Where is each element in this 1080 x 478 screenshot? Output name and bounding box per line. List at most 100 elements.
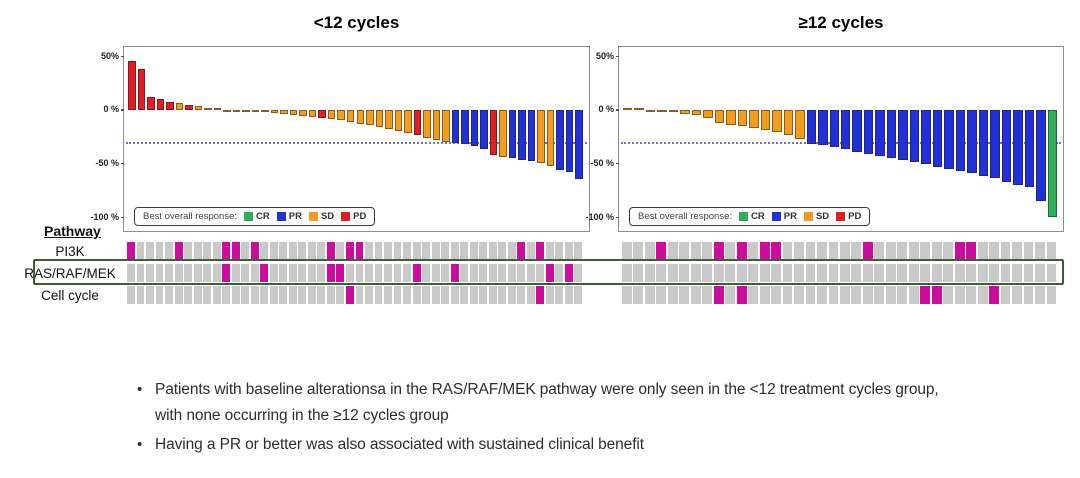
bar-sd [432, 109, 441, 140]
matrix-cell-unaltered [384, 264, 392, 282]
matrix-cell-unaltered [231, 264, 240, 282]
matrix-cell-unaltered [288, 286, 297, 304]
matrix-cell-unaltered [203, 264, 212, 282]
matrix-cell-unaltered [279, 264, 288, 282]
matrix-cell-unaltered [817, 286, 827, 304]
y-tick-label: 0 % [103, 104, 119, 115]
bar-pd [413, 109, 422, 136]
matrix-cell-unaltered [517, 286, 526, 304]
legend-item-label: PR [783, 211, 797, 222]
matrix-cell-unaltered [748, 242, 759, 260]
y-tick-mark [616, 162, 619, 165]
matrix-cell-unaltered [679, 264, 690, 282]
y-tick-label: -100 % [90, 211, 119, 222]
bar-pr [967, 109, 977, 174]
matrix-cell-unaltered [656, 286, 667, 304]
matrix-cell-unaltered [1023, 264, 1034, 282]
row-label-cell-cycle: Cell cycle [41, 288, 99, 303]
matrix-cell-unaltered [460, 242, 469, 260]
matrix-cell-unaltered [307, 264, 316, 282]
row-label-ras-raf-mek: RAS/RAF/MEK [24, 266, 116, 281]
matrix-cell-altered [412, 264, 421, 282]
matrix-cell-unaltered [782, 242, 793, 260]
matrix-cell-unaltered [1035, 264, 1045, 282]
matrix-cell-unaltered [954, 264, 965, 282]
matrix-cell-unaltered [656, 264, 667, 282]
legend-item-pd: PD [836, 211, 861, 222]
matrix-cell-unaltered [564, 242, 573, 260]
legend-title: Best overall response: [143, 211, 237, 222]
bar-pr [932, 109, 943, 167]
matrix-cell-unaltered [393, 286, 402, 304]
matrix-cell-unaltered [374, 242, 383, 260]
matrix-cell-unaltered [828, 242, 839, 260]
matrix-cell-unaltered [212, 242, 221, 260]
matrix-cell-unaltered [155, 242, 164, 260]
matrix-cell-unaltered [1012, 264, 1022, 282]
matrix-cell-unaltered [441, 264, 450, 282]
y-tick-mark [121, 109, 124, 111]
matrix-cell-unaltered [622, 286, 632, 304]
matrix-cell-unaltered [840, 286, 850, 304]
bar-pr [841, 109, 851, 150]
matrix-cell-unaltered [479, 242, 488, 260]
matrix-cell-unaltered [977, 286, 988, 304]
matrix-cell-unaltered [736, 264, 747, 282]
bar-pr [527, 109, 536, 162]
bullet-text: Patients with baseline alterationsa in t… [155, 381, 939, 424]
matrix-cell-unaltered [146, 242, 154, 260]
matrix-cell-altered [564, 264, 573, 282]
matrix-cell-unaltered [165, 242, 173, 260]
legend-item-label: PD [353, 211, 367, 222]
bar-sd [337, 109, 345, 121]
matrix-cell-unaltered [279, 286, 288, 304]
bar-sd [726, 109, 736, 125]
matrix-cell-unaltered [317, 264, 326, 282]
matrix-cell-unaltered [241, 242, 250, 260]
matrix-cell-unaltered [713, 264, 724, 282]
bar-pr [1024, 109, 1035, 187]
matrix-cell-altered [231, 242, 240, 260]
matrix-cell-unaltered [441, 242, 450, 260]
matrix-cell-altered [759, 242, 770, 260]
matrix-cell-unaltered [702, 286, 713, 304]
matrix-cell-unaltered [488, 264, 497, 282]
legend-swatch-sd [803, 212, 813, 221]
matrix-cell-unaltered [794, 264, 804, 282]
bullet-item: • Having a PR or better was also associat… [137, 432, 967, 458]
bar-sd [175, 103, 184, 110]
matrix-cell-unaltered [702, 242, 713, 260]
pathway-header: Pathway [44, 223, 101, 239]
matrix-cell-altered [954, 242, 965, 260]
matrix-cell-unaltered [885, 242, 896, 260]
matrix-cell-altered [450, 264, 459, 282]
matrix-cell-unaltered [943, 286, 954, 304]
matrix-cell-unaltered [805, 286, 816, 304]
bar-pd [128, 61, 136, 110]
legend-item-sd: SD [308, 211, 334, 222]
matrix-cell-unaltered [127, 264, 135, 282]
matrix-cell-unaltered [345, 264, 354, 282]
matrix-cell-altered [536, 242, 545, 260]
legend-item-label: CR [751, 211, 765, 222]
bullet-marker: • [137, 381, 143, 398]
bar-sd [261, 109, 269, 112]
matrix-cell-unaltered [498, 242, 507, 260]
matrix-cell-unaltered [488, 286, 497, 304]
bullet-marker: • [137, 436, 143, 453]
matrix-cell-unaltered [479, 286, 488, 304]
matrix-cell-unaltered [840, 264, 850, 282]
bar-sd [783, 109, 794, 136]
matrix-cell-unaltered [782, 286, 793, 304]
matrix-cell-unaltered [977, 264, 988, 282]
matrix-cell-unaltered [450, 242, 459, 260]
matrix-cell-unaltered [545, 242, 554, 260]
matrix-cell-unaltered [165, 286, 173, 304]
bar-sd [223, 109, 231, 112]
matrix-cell-unaltered [374, 286, 383, 304]
matrix-cell-unaltered [702, 264, 713, 282]
matrix-cell-unaltered [667, 264, 678, 282]
matrix-cell-unaltered [1023, 286, 1034, 304]
matrix-cell-unaltered [885, 286, 896, 304]
matrix-cell-unaltered [488, 242, 497, 260]
